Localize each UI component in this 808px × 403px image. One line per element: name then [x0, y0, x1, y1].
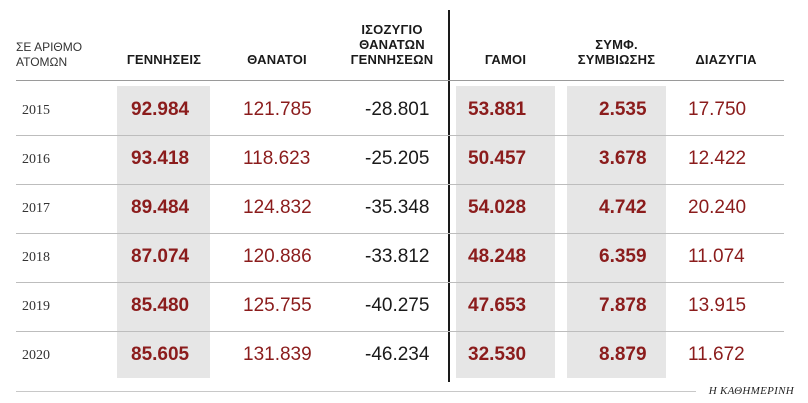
- marriages-header: ΓΑΜΟΙ: [484, 52, 527, 67]
- deaths-cell: 121.785: [243, 99, 312, 120]
- births-cell: 93.418: [131, 148, 190, 169]
- balance-header-line3: ΓΕΝΝΗΣΕΩΝ: [350, 52, 434, 67]
- table-row: 2016 93.418 118.623 -25.205 50.457 3.678…: [0, 138, 808, 184]
- row-label-header: ΣΕ ΑΡΙΘΜΟ ΑΤΟΜΩΝ: [16, 40, 116, 70]
- births-column-highlight: [117, 86, 210, 378]
- year-cell: 2016: [22, 152, 50, 167]
- partnerships-header: ΣΥΜΦ. ΣΥΜΒΙΩΣΗΣ: [567, 37, 666, 67]
- divorces-cell: 20.240: [688, 197, 747, 218]
- balance-cell: -28.801: [365, 99, 430, 120]
- balance-cell: -33.812: [365, 246, 430, 267]
- year-cell: 2019: [22, 299, 50, 314]
- partnerships-cell: 4.742: [599, 197, 647, 218]
- row-label-line1: ΣΕ ΑΡΙΘΜΟ: [16, 40, 83, 54]
- deaths-cell: 120.886: [243, 246, 312, 267]
- marriages-cell: 50.457: [468, 148, 527, 169]
- births-cell: 92.984: [131, 99, 190, 120]
- publisher-credit: Η ΚΑΘΗΜΕΡΙΝΗ: [708, 385, 794, 397]
- header-rule: [16, 80, 784, 81]
- row-rule: [16, 135, 784, 136]
- births-cell: 85.480: [131, 295, 190, 316]
- deaths-cell: 131.839: [243, 344, 312, 365]
- divorces-cell: 12.422: [688, 148, 747, 169]
- births-cell: 87.074: [131, 246, 190, 267]
- marriages-cell: 47.653: [468, 295, 527, 316]
- deaths-cell: 124.832: [243, 197, 312, 218]
- row-label-line2: ΑΤΟΜΩΝ: [16, 55, 68, 69]
- divorces-header: ΔΙΑΖΥΓΙΑ: [695, 52, 757, 67]
- row-rule: [16, 331, 784, 332]
- divorces-cell: 13.915: [688, 295, 747, 316]
- year-cell: 2018: [22, 250, 50, 265]
- table-row: 2017 89.484 124.832 -35.348 54.028 4.742…: [0, 187, 808, 233]
- row-rule: [16, 184, 784, 185]
- table-row: 2020 85.605 131.839 -46.234 32.530 8.879…: [0, 334, 808, 380]
- balance-header: ΙΣΟΖΥΓΙΟ ΘΑΝΑΤΩΝ ΓΕΝΝΗΣΕΩΝ: [337, 22, 447, 67]
- partnerships-cell: 8.879: [599, 344, 647, 365]
- marriages-cell: 53.881: [468, 99, 527, 120]
- births-header: ΓΕΝΝΗΣΕΙΣ: [126, 52, 202, 67]
- balance-cell: -40.275: [365, 295, 430, 316]
- balance-cell: -46.234: [365, 344, 430, 365]
- row-rule: [16, 282, 784, 283]
- footer-rule: [16, 391, 696, 392]
- year-cell: 2020: [22, 348, 50, 363]
- marriages-column-highlight: [456, 86, 555, 378]
- balance-header-line1: ΙΣΟΖΥΓΙΟ: [361, 22, 423, 37]
- balance-cell: -35.348: [365, 197, 430, 218]
- births-cell: 85.605: [131, 344, 190, 365]
- partnerships-cell: 2.535: [599, 99, 647, 120]
- deaths-cell: 118.623: [243, 148, 311, 169]
- marriages-cell: 48.248: [468, 246, 527, 267]
- births-cell: 89.484: [131, 197, 190, 218]
- divorces-cell: 17.750: [688, 99, 747, 120]
- partnerships-cell: 6.359: [599, 246, 647, 267]
- marriages-cell: 54.028: [468, 197, 527, 218]
- table-row: 2015 92.984 121.785 -28.801 53.881 2.535…: [0, 89, 808, 135]
- year-cell: 2017: [22, 201, 50, 216]
- balance-header-line2: ΘΑΝΑΤΩΝ: [359, 37, 425, 52]
- divorces-cell: 11.672: [688, 344, 745, 365]
- divorces-cell: 11.074: [688, 246, 745, 267]
- balance-cell: -25.205: [365, 148, 430, 169]
- year-cell: 2015: [22, 103, 50, 118]
- partnerships-cell: 3.678: [599, 148, 647, 169]
- table-row: 2019 85.480 125.755 -40.275 47.653 7.878…: [0, 285, 808, 331]
- partnerships-column-highlight: [567, 86, 666, 378]
- deaths-header: ΘΑΝΑΤΟΙ: [247, 52, 307, 67]
- table-row: 2018 87.074 120.886 -33.812 48.248 6.359…: [0, 236, 808, 282]
- column-divider: [448, 10, 450, 382]
- deaths-cell: 125.755: [243, 295, 312, 316]
- partnerships-cell: 7.878: [599, 295, 647, 316]
- partnerships-header-line1: ΣΥΜΦ.: [595, 37, 638, 52]
- marriages-cell: 32.530: [468, 344, 527, 365]
- row-rule: [16, 233, 784, 234]
- partnerships-header-line2: ΣΥΜΒΙΩΣΗΣ: [577, 52, 656, 67]
